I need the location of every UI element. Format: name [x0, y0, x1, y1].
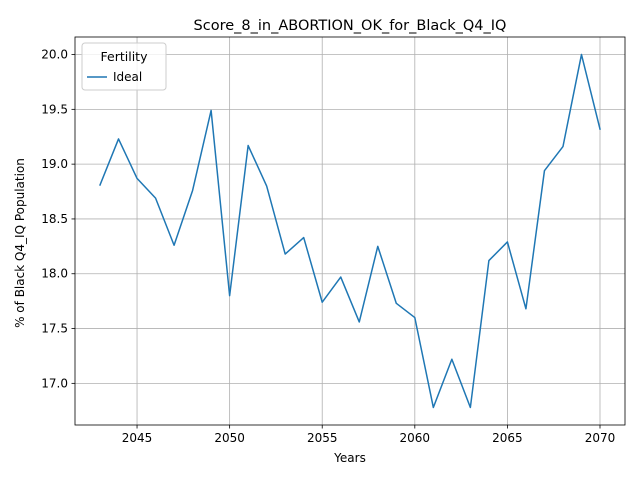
series-layer [99, 53, 601, 409]
legend: Fertility Ideal [81, 42, 167, 91]
y-tick-label: 19.5 [41, 102, 68, 116]
legend-title: Fertility [101, 49, 149, 64]
y-axis-ticks: 17.0 17.5 18.0 18.5 19.0 19.5 20.0 [41, 48, 75, 390]
y-tick-label: 17.0 [41, 376, 68, 390]
x-tick-label: 2055 [307, 431, 338, 445]
x-tick-label: 2065 [492, 431, 523, 445]
y-tick-label: 17.5 [41, 322, 68, 336]
y-tick-label: 18.5 [41, 212, 68, 226]
x-axis-label: Years [333, 451, 366, 465]
x-tick-label: 2050 [214, 431, 245, 445]
grid-lines [75, 37, 625, 425]
legend-label-ideal: Ideal [113, 70, 142, 84]
series-line-ideal [99, 53, 601, 409]
chart-title: Score_8_in_ABORTION_OK_for_Black_Q4_IQ [194, 18, 507, 34]
y-tick-label: 19.0 [41, 157, 68, 171]
y-tick-label: 18.0 [41, 267, 68, 281]
x-tick-label: 2045 [122, 431, 153, 445]
legend-box [81, 42, 167, 91]
x-axis-ticks: 2045 2050 2055 2060 2065 2070 [122, 425, 616, 445]
x-tick-label: 2070 [585, 431, 616, 445]
axes-frame [74, 36, 626, 426]
y-axis-label: % of Black Q4_IQ Population [13, 158, 27, 328]
x-tick-label: 2060 [400, 431, 431, 445]
y-tick-label: 20.0 [41, 48, 68, 62]
